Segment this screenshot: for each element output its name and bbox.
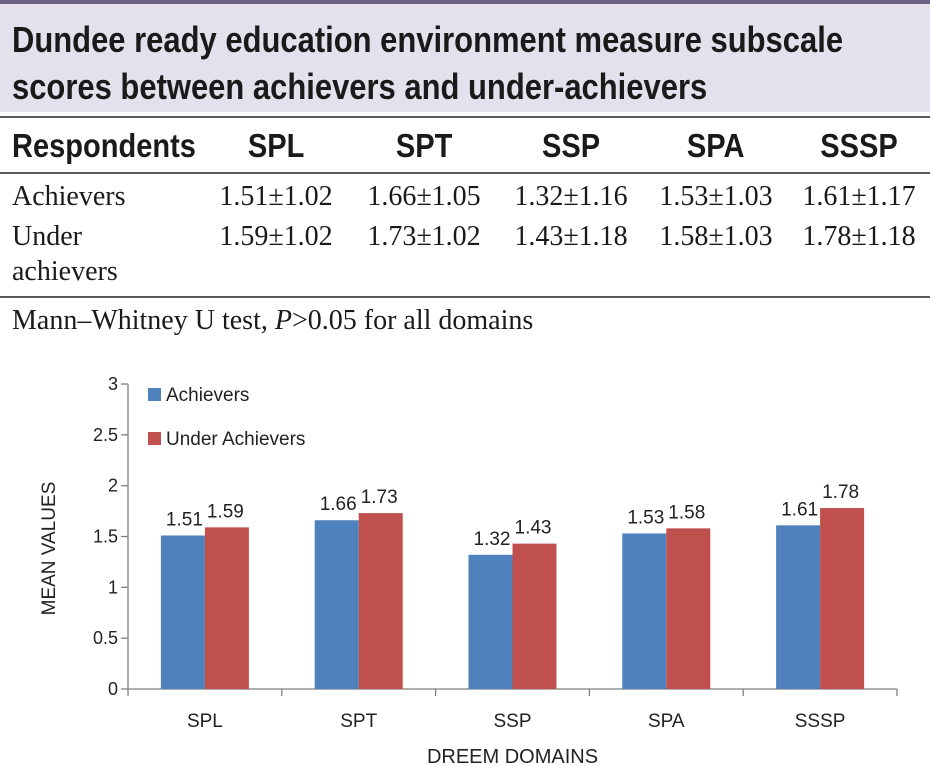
table-title-line-1: Dundee ready education environment measu… — [12, 19, 844, 60]
table-title-line-2: scores between achievers and under-achie… — [12, 66, 708, 107]
cell-achievers-spa: 1.53±1.03 — [659, 181, 773, 212]
bar-value-label: 1.73 — [361, 487, 398, 508]
x-axis: SPL SPT SSP SPA SSSP — [127, 688, 898, 732]
bar-value-label: 1.61 — [781, 499, 818, 520]
legend-label: Under Achievers — [166, 429, 305, 450]
x-tick-label: SPA — [648, 711, 685, 732]
y-tick-label: 2.5 — [93, 425, 118, 445]
table-title: Dundee ready education environment measu… — [12, 16, 844, 110]
table-header-row: Respondents SPL SPT SSP SPA SSSP — [0, 118, 930, 174]
row-label-under-line-2: achievers — [12, 256, 118, 287]
y-tick-label: 1.5 — [93, 527, 118, 547]
cell-under-ssp: 1.43±1.18 — [514, 221, 628, 252]
bar-value-label: 1.78 — [822, 482, 859, 503]
y-tick-label: 0.5 — [93, 628, 118, 648]
bar-value-label: 1.58 — [668, 502, 705, 523]
bar — [204, 527, 249, 689]
bar — [820, 508, 865, 689]
x-tick-label: SSSP — [795, 711, 846, 732]
y-tick-label: 3 — [108, 374, 118, 394]
x-tick-label: SSP — [493, 711, 531, 732]
data-table: Respondents SPL SPT SSP SPA SSSP Achieve… — [0, 118, 930, 291]
y-tick-label: 1 — [108, 577, 118, 597]
header-spt: SPT — [395, 127, 453, 164]
header-sssp: SSSP — [820, 127, 898, 164]
cell-under-spa: 1.58±1.03 — [659, 221, 773, 252]
bar — [314, 520, 359, 689]
header-spl: SPL — [247, 127, 305, 164]
bar-value-label: 1.59 — [207, 501, 244, 522]
bar-value-label: 1.66 — [320, 494, 357, 515]
legend-swatch — [148, 388, 161, 401]
cell-under-spl: 1.59±1.02 — [219, 221, 333, 252]
bar — [512, 543, 557, 689]
table-bottom-rule — [0, 296, 930, 298]
bar — [666, 528, 711, 689]
table-top-rule — [0, 116, 930, 118]
bar — [622, 533, 667, 689]
bar — [776, 525, 821, 689]
bar-value-label: 1.43 — [515, 518, 552, 539]
cell-under-spt: 1.73±1.02 — [367, 221, 481, 252]
row-label-under-line-1: Under — [12, 221, 82, 252]
legend-swatch — [148, 432, 161, 445]
bar — [160, 535, 205, 689]
data-labels: 1.51 1.66 1.32 1.53 1.61 1.59 1.73 1.43 1.58 1.78 — [166, 482, 859, 550]
top-rule — [0, 0, 930, 4]
bar-value-label: 1.32 — [474, 529, 511, 550]
y-axis: 0 0.5 1 1.5 2 2.5 3 — [93, 374, 129, 699]
y-axis-title: MEAN VALUES — [39, 482, 60, 616]
cell-achievers-spt: 1.66±1.05 — [367, 181, 481, 212]
legend: Achievers Under Achievers — [148, 385, 305, 450]
bar-chart: 00.511.522.53 SPL SPT SSP SPA SSSP 1.511.661… — [39, 374, 898, 766]
cell-under-sssp: 1.78±1.18 — [802, 221, 916, 252]
bar-value-label: 1.51 — [166, 509, 203, 530]
cell-achievers-spl: 1.51±1.02 — [219, 181, 333, 212]
y-tick-label: 2 — [108, 476, 118, 496]
bar — [358, 513, 403, 689]
cell-achievers-sssp: 1.61±1.17 — [802, 181, 916, 212]
x-tick-label: SPT — [340, 711, 377, 732]
footnote-p-symbol: P — [274, 305, 292, 336]
header-rule — [0, 172, 930, 174]
cell-achievers-ssp: 1.32±1.16 — [514, 181, 628, 212]
x-axis-title: DREEM DOMAINS — [427, 746, 598, 766]
bars — [160, 508, 865, 689]
table-row: Achievers 1.51±1.02 1.66±1.05 1.32±1.16 … — [0, 174, 930, 219]
table-row: Under achievers 1.59±1.02 1.73±1.02 1.43… — [0, 219, 930, 291]
header-ssp: SSP — [541, 127, 601, 164]
row-label-under-achievers: Under achievers — [0, 219, 202, 291]
row-label-achievers: Achievers — [12, 181, 126, 212]
x-tick-label: SPL — [187, 711, 223, 732]
table-title-banner: Dundee ready education environment measu… — [0, 4, 930, 112]
header-spa: SPA — [687, 127, 745, 164]
y-tick-label: 0 — [108, 679, 118, 699]
legend-label: Achievers — [166, 385, 249, 406]
bar — [468, 554, 513, 689]
header-respondents: Respondents — [12, 127, 196, 164]
table-footnote: Mann–Whitney U test, P>0.05 for all doma… — [12, 305, 534, 336]
bar-value-label: 1.53 — [627, 507, 664, 528]
